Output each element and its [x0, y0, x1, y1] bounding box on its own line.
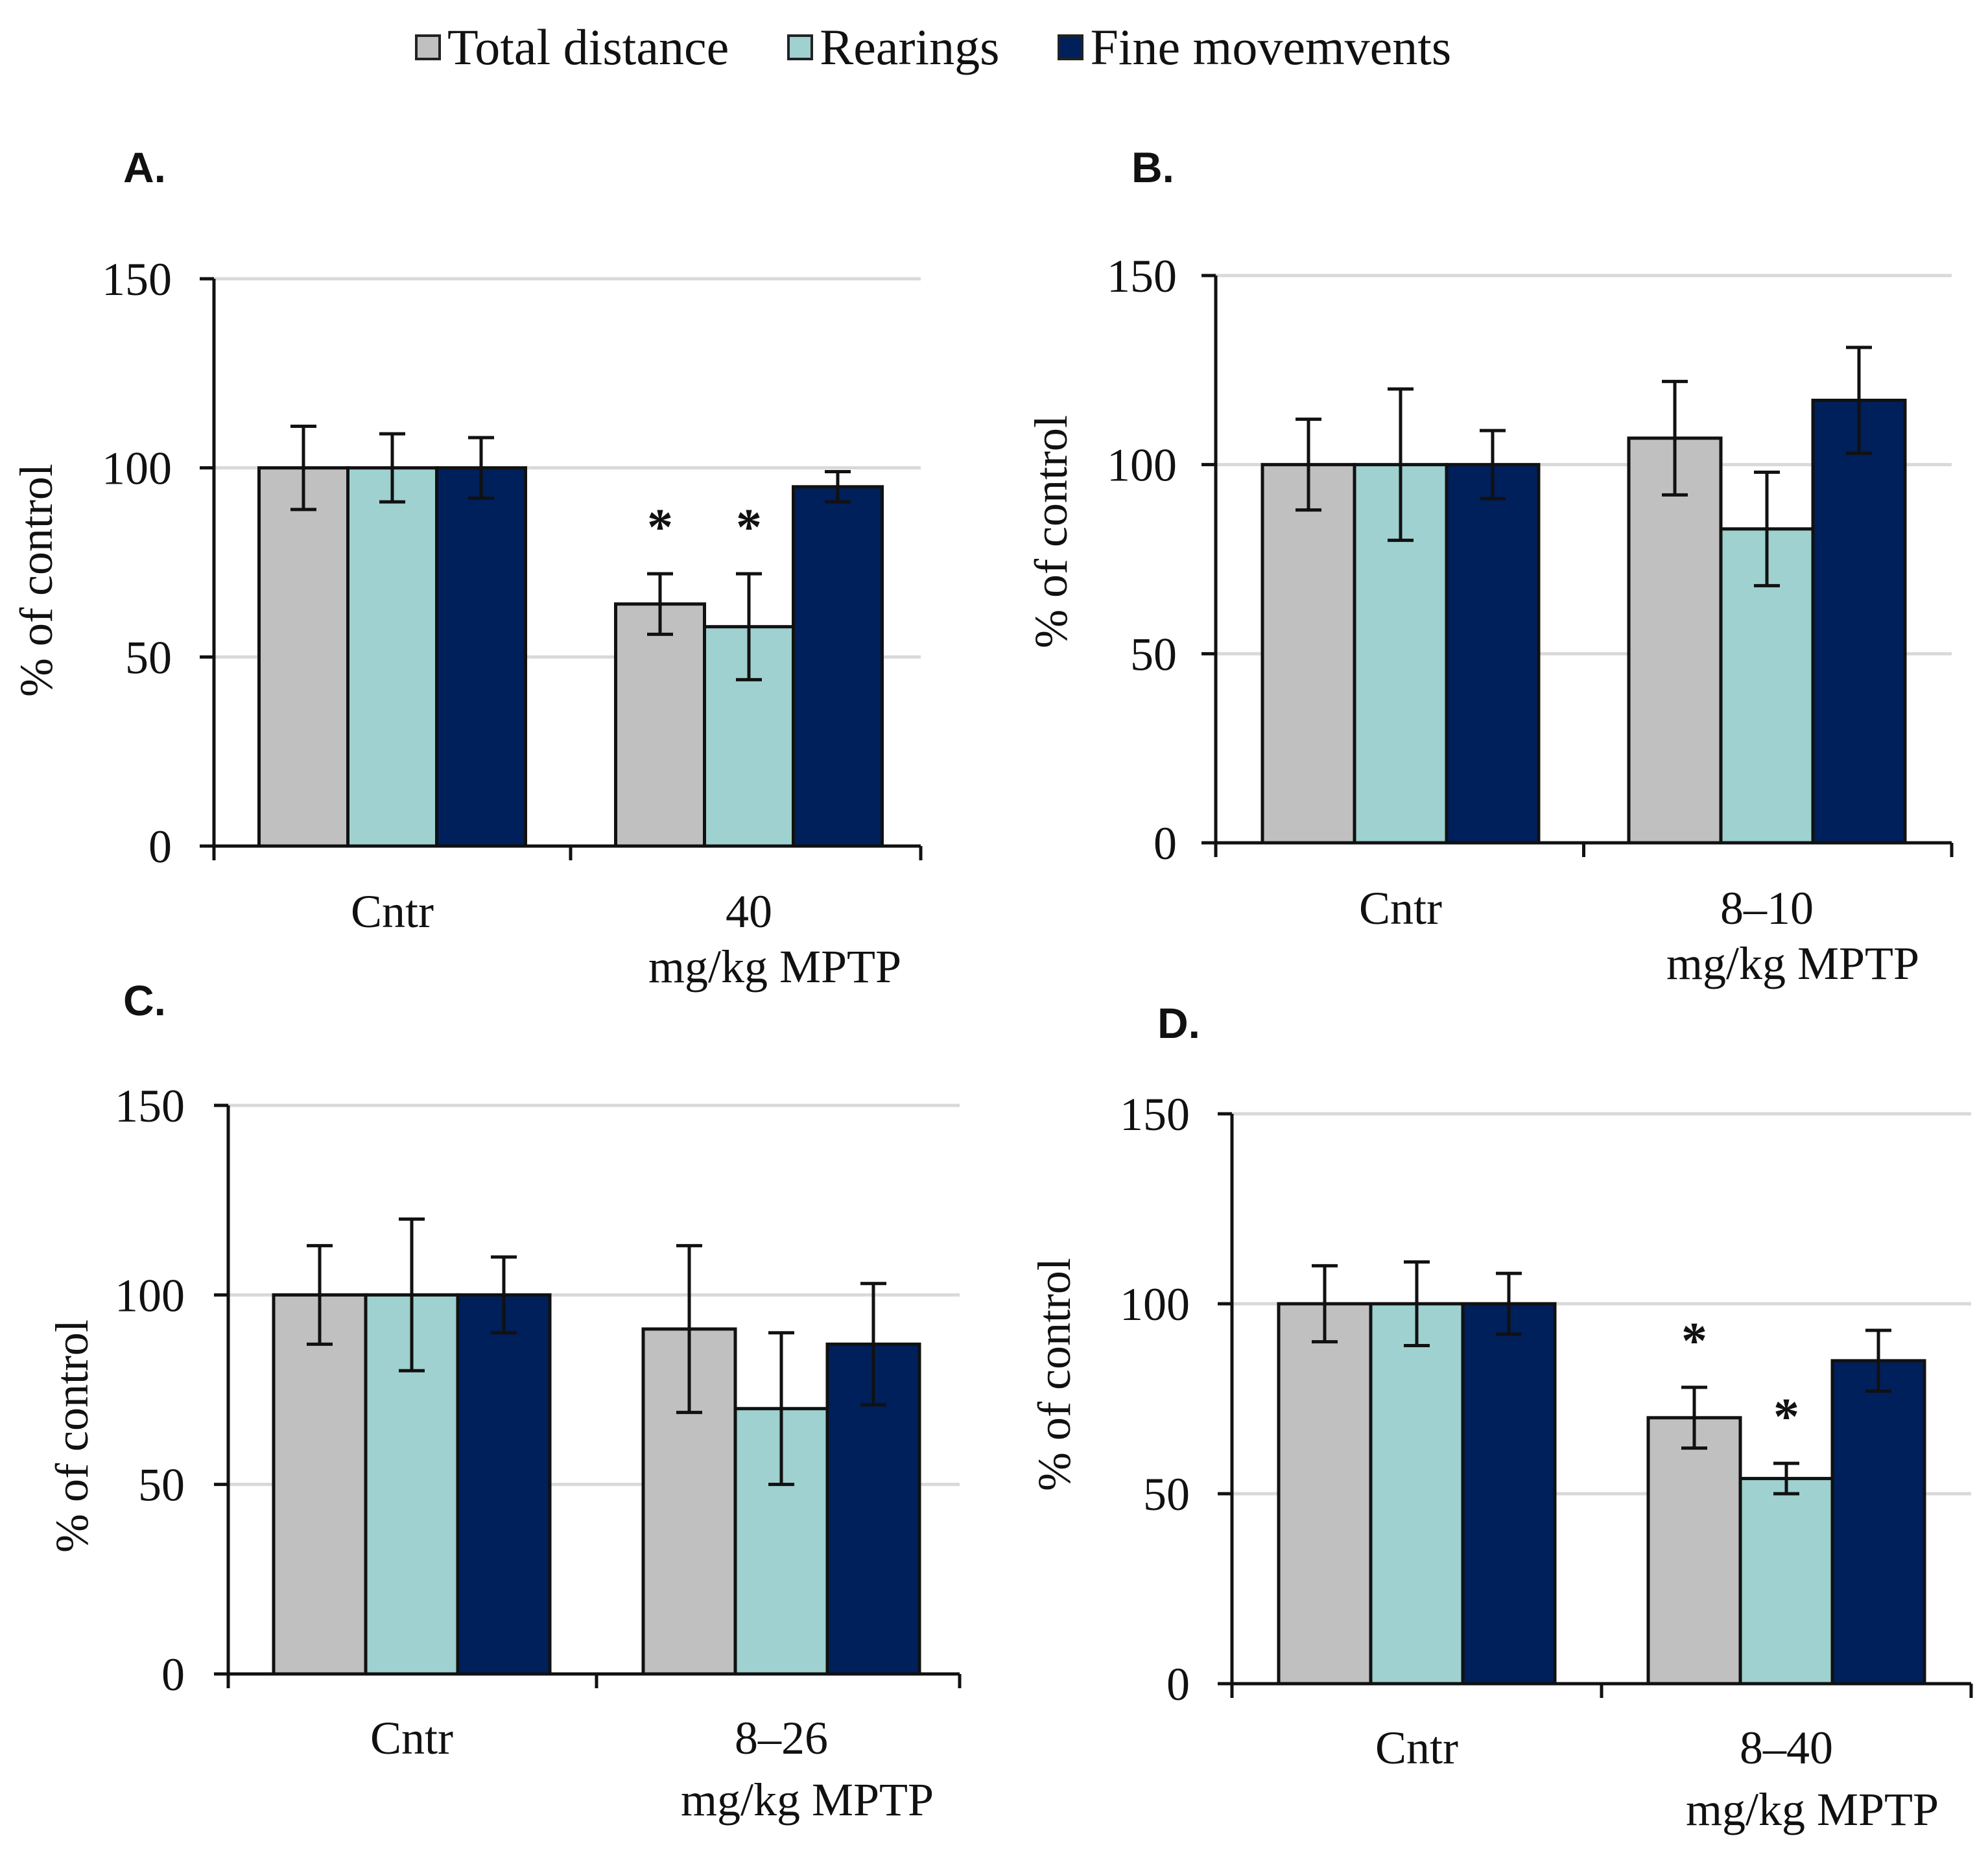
legend-label-total-distance: Total distance — [447, 19, 729, 75]
panel-b-ytick-label-50: 50 — [1130, 628, 1177, 680]
panel-a-significance-marker-1-1: * — [736, 499, 762, 556]
panel-a-bar-fine-movemvents-0 — [435, 466, 527, 848]
panel-c-ytick-label-50: 50 — [138, 1459, 185, 1511]
panel-d-bar-total-distance-0 — [1277, 1302, 1373, 1686]
panel-c-ytick-label-100: 100 — [115, 1269, 185, 1321]
panel-c-ytick-label-0: 0 — [161, 1649, 185, 1701]
panel-b-bar-fine-movemvents-0 — [1445, 463, 1541, 845]
panel-a-bar-fine-movemvents-1 — [792, 485, 884, 848]
panel-d-category-label-1-0: 8–40 — [1740, 1722, 1833, 1774]
panel-a-category-label-1-1: mg/kg MPTP — [648, 941, 901, 993]
panel-a-ytick-label-50: 50 — [125, 631, 172, 683]
panel-b-ytick-label-150: 150 — [1107, 250, 1177, 302]
panel-d-bar-fine-movemvents-0 — [1461, 1302, 1557, 1686]
panel-c-category-label-1-1: mg/kg MPTP — [681, 1774, 934, 1826]
legend-swatch-fine-movements — [1058, 34, 1084, 60]
panel-d-bar-fine-movemvents-1 — [1830, 1359, 1926, 1686]
panel-d-significance-marker-0-1: * — [1681, 1313, 1707, 1370]
panel-b-category-label-1-0: 8–10 — [1720, 882, 1814, 934]
panel-a-ytick-label-100: 100 — [102, 443, 172, 495]
panel-a-bar-total-distance-0 — [257, 466, 349, 848]
panel-b-bar-fine-movemvents-1 — [1811, 399, 1907, 845]
panel-b-category-label-0-0: Cntr — [1359, 882, 1442, 934]
panel-a-ytick-label-0: 0 — [148, 821, 172, 873]
panel-d-bar-rearings-0 — [1369, 1302, 1465, 1686]
panel-b-ylabel: % of control — [1025, 415, 1077, 648]
legend-swatch-rearings — [787, 34, 814, 60]
legend-item-rearings: Rearings — [787, 18, 999, 77]
panel-a-significance-marker-0-1: * — [647, 499, 673, 556]
panel-d-ylabel: % of control — [1028, 1258, 1080, 1491]
panel-a-bar-total-distance-1 — [614, 602, 706, 848]
panel-d-significance-marker-1-1: * — [1773, 1389, 1799, 1446]
panel-a-category-label-0-0: Cntr — [351, 886, 434, 937]
panel-c-ytick-label-150: 150 — [115, 1080, 185, 1132]
legend-label-rearings: Rearings — [820, 19, 1000, 75]
panel-c-ylabel: % of control — [46, 1319, 98, 1553]
panel-b-bar-total-distance-1 — [1627, 436, 1723, 845]
panel-d-ytick-label-50: 50 — [1143, 1468, 1190, 1520]
panel-c-category-label-1-0: 8–26 — [735, 1712, 828, 1764]
panel-d-bar-rearings-1 — [1738, 1477, 1834, 1686]
legend-swatch-total-distance — [415, 34, 441, 60]
legend: Total distance Rearings Fine movemvents — [415, 18, 1509, 77]
panel-label-c: C. — [123, 976, 166, 1024]
panel-d-bar-total-distance-1 — [1646, 1416, 1742, 1686]
panel-b-category-label-1-1: mg/kg MPTP — [1666, 937, 1919, 989]
legend-item-fine-movements: Fine movemvents — [1058, 18, 1451, 77]
panel-a-bar-rearings-0 — [346, 466, 438, 848]
panel-label-a: A. — [123, 143, 166, 191]
panel-b-ytick-label-0: 0 — [1154, 818, 1177, 869]
panel-a-category-label-1-0: 40 — [726, 886, 772, 937]
panel-c-category-label-0-0: Cntr — [370, 1712, 453, 1764]
panel-d-ytick-label-0: 0 — [1166, 1658, 1190, 1710]
panel-b-bar-total-distance-0 — [1260, 463, 1356, 845]
panel-b-ytick-label-100: 100 — [1107, 440, 1177, 491]
legend-item-total-distance: Total distance — [415, 18, 729, 77]
panel-a-ytick-label-150: 150 — [102, 253, 172, 305]
panel-d-ytick-label-150: 150 — [1120, 1089, 1190, 1140]
panel-label-b: B. — [1131, 143, 1174, 191]
panel-d-category-label-0-0: Cntr — [1375, 1722, 1458, 1774]
panel-c-bar-total-distance-0 — [272, 1293, 368, 1676]
panel-label-d: D. — [1157, 999, 1200, 1047]
panel-a-ylabel: % of control — [10, 464, 62, 697]
panel-d-ytick-label-100: 100 — [1120, 1278, 1190, 1330]
panel-d-category-label-1-1: mg/kg MPTP — [1686, 1784, 1939, 1835]
legend-label-fine-movements: Fine movemvents — [1090, 19, 1452, 75]
panel-c-bar-fine-movemvents-0 — [456, 1293, 552, 1676]
